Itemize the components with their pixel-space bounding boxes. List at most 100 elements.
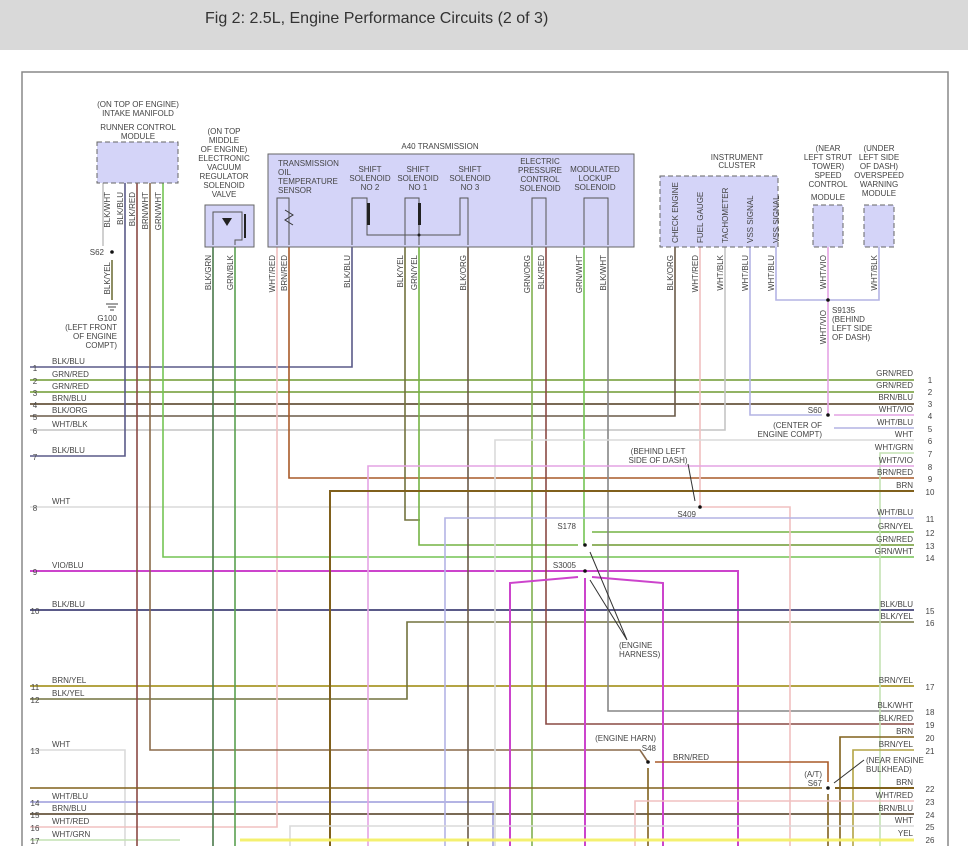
wire-label: BRN/RED: [280, 255, 289, 291]
thermistor-icon: [284, 209, 294, 226]
evrv-box: [204, 204, 255, 248]
splice-label: S48: [642, 744, 657, 753]
wire-wht: [289, 825, 914, 846]
left-row-number: 13: [31, 747, 40, 756]
splice-s67: [826, 786, 830, 790]
right-row-number: 26: [926, 836, 935, 845]
splice-s9135: [826, 298, 830, 302]
splice-label: (A/T): [804, 770, 822, 779]
left-row-label: WHT: [52, 497, 70, 506]
splice-s409: [698, 505, 702, 509]
runner-title: RUNNER CONTROL: [100, 123, 176, 132]
splice-s60: [826, 413, 830, 417]
a40-title: A40 TRANSMISSION: [401, 142, 478, 151]
wire-label: BLK/BLU: [116, 192, 125, 225]
wire-label: BLK/WHT: [103, 192, 112, 228]
a40-ss1-label: SHIFT: [406, 165, 429, 174]
wire-label: WHT/BLK: [716, 254, 725, 290]
wire-brn-yel: [852, 749, 914, 846]
page-title: Fig 2: 2.5L, Engine Performance Circuits…: [205, 10, 549, 27]
wire-brn-red: [288, 247, 914, 479]
diode-icon: [222, 218, 232, 226]
epc-circuit: [531, 197, 547, 245]
wire-label: WHT/RED: [691, 255, 700, 293]
right-row-number: 22: [926, 785, 935, 794]
right-row-label: BLK/BLU: [880, 600, 913, 609]
wire-label: WHT/BLU: [741, 255, 750, 291]
right-row-label: BRN/YEL: [879, 676, 914, 685]
evrv-label: (ON TOP: [207, 127, 240, 136]
evrv-circuit: [212, 211, 243, 245]
wire-wht-red: [699, 247, 791, 846]
a40-ss2-label: NO 2: [361, 183, 380, 192]
overspeed-label: (UNDER: [863, 144, 894, 153]
splice-label: S3005: [553, 561, 577, 570]
left-row-number: 4: [33, 401, 38, 410]
a40-mls-label: SOLENOID: [574, 183, 616, 192]
right-row-label: BRN: [896, 481, 913, 490]
left-row-number: 9: [33, 568, 38, 577]
left-row-label: WHT/BLU: [52, 792, 88, 801]
a40-ss2-label: SHIFT: [358, 165, 381, 174]
pointer-arrow: [833, 759, 865, 784]
right-row-number: 10: [926, 488, 935, 497]
wire-vio-blu: [509, 576, 579, 846]
left-row-label: BRN/BLU: [52, 394, 87, 403]
wire-vio-blu: [591, 576, 664, 846]
speed-control-label: MODULE: [811, 193, 845, 202]
right-row-label: WHT/GRN: [875, 443, 913, 452]
wire-blk-red: [545, 247, 914, 725]
evrv-label: REGULATOR: [199, 172, 248, 181]
left-row-label: BLK/BLU: [52, 446, 85, 455]
a40-epc-label: SOLENOID: [519, 184, 561, 193]
runner-loc: (ON TOP OF ENGINE): [97, 100, 179, 109]
wire-label: WHT/VIO: [819, 255, 828, 289]
s409-location: (BEHIND LEFT: [631, 447, 686, 456]
right-row-label: BRN/BLU: [878, 393, 913, 402]
overspeed-label: MODULE: [862, 189, 896, 198]
a40-epc-label: CONTROL: [520, 175, 560, 184]
wire-wht-blu: [444, 517, 914, 846]
wire-label: BRN/RED: [673, 753, 709, 762]
s67-location: BULKHEAD): [866, 765, 912, 774]
left-row-number: 1: [33, 364, 38, 373]
overspeed-label: OVERSPEED: [854, 171, 904, 180]
wire-label: BLK/BLU: [343, 255, 352, 288]
wire-label: BLK/RED: [128, 192, 137, 226]
right-row-label: BRN/YEL: [879, 740, 914, 749]
splice-label: S60: [808, 406, 823, 415]
right-row-number: 5: [928, 425, 933, 434]
evrv-label: SOLENOID: [203, 181, 245, 190]
splice-s48: [646, 760, 650, 764]
wire-wht-blu: [30, 801, 494, 846]
coil-icon: [418, 203, 421, 225]
speed-control-box: [812, 204, 844, 248]
left-row-label: WHT: [52, 740, 70, 749]
s48-location: (ENGINE HARN): [595, 734, 656, 743]
wire-vio-blu: [30, 570, 739, 846]
a40-ss3-label: SOLENOID: [449, 174, 491, 183]
right-row-label: GRN/RED: [876, 535, 913, 544]
left-row-number: 8: [33, 504, 38, 513]
right-row-label: WHT/VIO: [879, 405, 913, 414]
wire-wht-vio: [367, 465, 914, 846]
right-row-number: 3: [928, 400, 933, 409]
a40-box: [267, 153, 635, 248]
s60-location: ENGINE COMPT): [758, 430, 823, 439]
s67-location: (NEAR ENGINE: [866, 756, 924, 765]
wire-wht: [494, 439, 914, 846]
right-row-label: WHT/VIO: [879, 456, 913, 465]
cluster-pin-label: FUEL GAUGE: [696, 192, 705, 243]
a40-tots-label: TEMPERATURE: [278, 177, 338, 186]
runner-title: MODULE: [121, 132, 155, 141]
wire-label: BRN/WHT: [141, 192, 150, 229]
cluster-pin-label: CHECK ENGINE: [671, 182, 680, 243]
right-row-label: BRN/BLU: [878, 804, 913, 813]
wire-blk-wht: [607, 247, 914, 712]
right-row-number: 8: [928, 463, 933, 472]
a40-tots-label: OIL: [278, 168, 291, 177]
right-row-number: 21: [926, 747, 935, 756]
right-row-label: WHT/RED: [876, 791, 914, 800]
ground-label: (LEFT FRONT: [65, 323, 117, 332]
right-row-number: 23: [926, 798, 935, 807]
